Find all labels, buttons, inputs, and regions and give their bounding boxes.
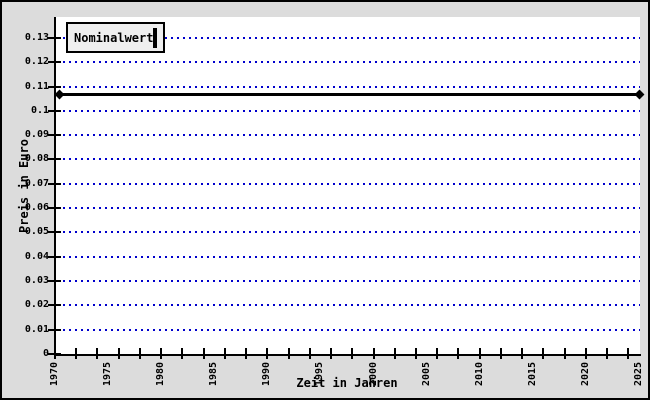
grid-line: [57, 134, 640, 137]
x-tick-mark: [351, 348, 354, 359]
grid-line: [57, 36, 640, 39]
x-tick-mark: [499, 348, 502, 359]
x-tick-mark: [457, 348, 460, 359]
y-tick-mark: [48, 207, 61, 210]
x-axis-line: [54, 354, 641, 356]
legend-box: Nominalwert: [66, 22, 165, 53]
x-tick-mark: [160, 348, 163, 359]
grid-line: [57, 158, 640, 161]
grid-line: [57, 109, 640, 112]
x-tick-mark: [202, 348, 205, 359]
x-tick-mark: [627, 348, 630, 359]
x-tick-mark: [245, 348, 248, 359]
x-tick-mark: [372, 348, 375, 359]
x-tick-label: 2015: [526, 361, 538, 387]
y-tick-label: 0.01: [24, 323, 49, 335]
legend-line-swatch: [153, 27, 157, 48]
x-tick-mark: [138, 348, 141, 359]
y-tick-mark: [48, 280, 61, 283]
x-tick-mark: [266, 348, 269, 359]
x-tick-mark: [542, 348, 545, 359]
y-tick-mark: [48, 353, 61, 355]
y-tick-mark: [48, 231, 61, 234]
x-tick-mark: [287, 348, 290, 359]
x-tick-label: 1975: [102, 361, 114, 387]
y-tick-mark: [48, 328, 61, 331]
y-tick-label: 0.05: [24, 226, 49, 238]
x-tick-label: 2025: [633, 361, 644, 387]
y-tick-label: 0.02: [24, 299, 49, 311]
x-tick-mark: [393, 348, 396, 359]
y-tick-mark: [48, 255, 61, 258]
legend-label: Nominalwert: [74, 30, 154, 45]
y-tick-label: 0.08: [24, 153, 49, 165]
y-tick-label: 0: [42, 348, 49, 359]
series-line: [55, 92, 640, 96]
x-axis-title: Zeit in Jahren: [296, 376, 398, 390]
grid-line: [57, 85, 640, 88]
x-tick-label: 1970: [49, 361, 60, 387]
x-tick-mark: [606, 348, 609, 359]
y-tick-label: 0.1: [30, 104, 49, 116]
x-tick-label: 1980: [155, 361, 167, 387]
y-tick-label: 0.06: [24, 202, 49, 214]
grid-line: [57, 231, 640, 234]
y-tick-label: 0.09: [24, 129, 49, 141]
x-tick-mark: [75, 348, 78, 359]
plot-area: [55, 17, 640, 354]
y-axis-line: [54, 17, 56, 356]
y-tick-label: 0.13: [24, 31, 49, 43]
y-tick-mark: [48, 36, 61, 39]
y-tick-mark: [48, 134, 61, 137]
grid-line: [57, 207, 640, 210]
grid-line: [57, 182, 640, 185]
y-tick-mark: [48, 109, 61, 112]
y-tick-mark: [48, 158, 61, 161]
x-tick-mark: [223, 348, 226, 359]
x-tick-mark: [96, 348, 99, 359]
grid-line: [57, 61, 640, 64]
y-tick-mark: [48, 61, 61, 64]
x-tick-mark: [330, 348, 333, 359]
y-axis-title: Preis in Euro: [17, 139, 31, 233]
grid-line: [57, 304, 640, 307]
x-tick-mark: [308, 348, 311, 359]
y-tick-label: 0.04: [24, 250, 49, 262]
x-tick-mark: [478, 348, 481, 359]
x-tick-mark: [415, 348, 418, 359]
y-tick-label: 0.07: [24, 177, 49, 189]
y-tick-label: 0.03: [24, 275, 49, 287]
x-tick-mark: [584, 348, 587, 359]
grid-line: [57, 255, 640, 258]
grid-line: [57, 328, 640, 331]
x-tick-mark: [181, 348, 184, 359]
y-tick-mark: [48, 304, 61, 307]
y-tick-mark: [48, 182, 61, 185]
x-tick-label: 2020: [579, 361, 591, 387]
y-tick-label: 0.11: [24, 80, 49, 92]
y-tick-label: 0.12: [24, 56, 49, 68]
x-tick-mark: [521, 348, 524, 359]
y-tick-mark: [48, 85, 61, 88]
x-tick-mark: [117, 348, 120, 359]
grid-line: [57, 280, 640, 283]
x-tick-mark: [436, 348, 439, 359]
x-tick-mark: [563, 348, 566, 359]
